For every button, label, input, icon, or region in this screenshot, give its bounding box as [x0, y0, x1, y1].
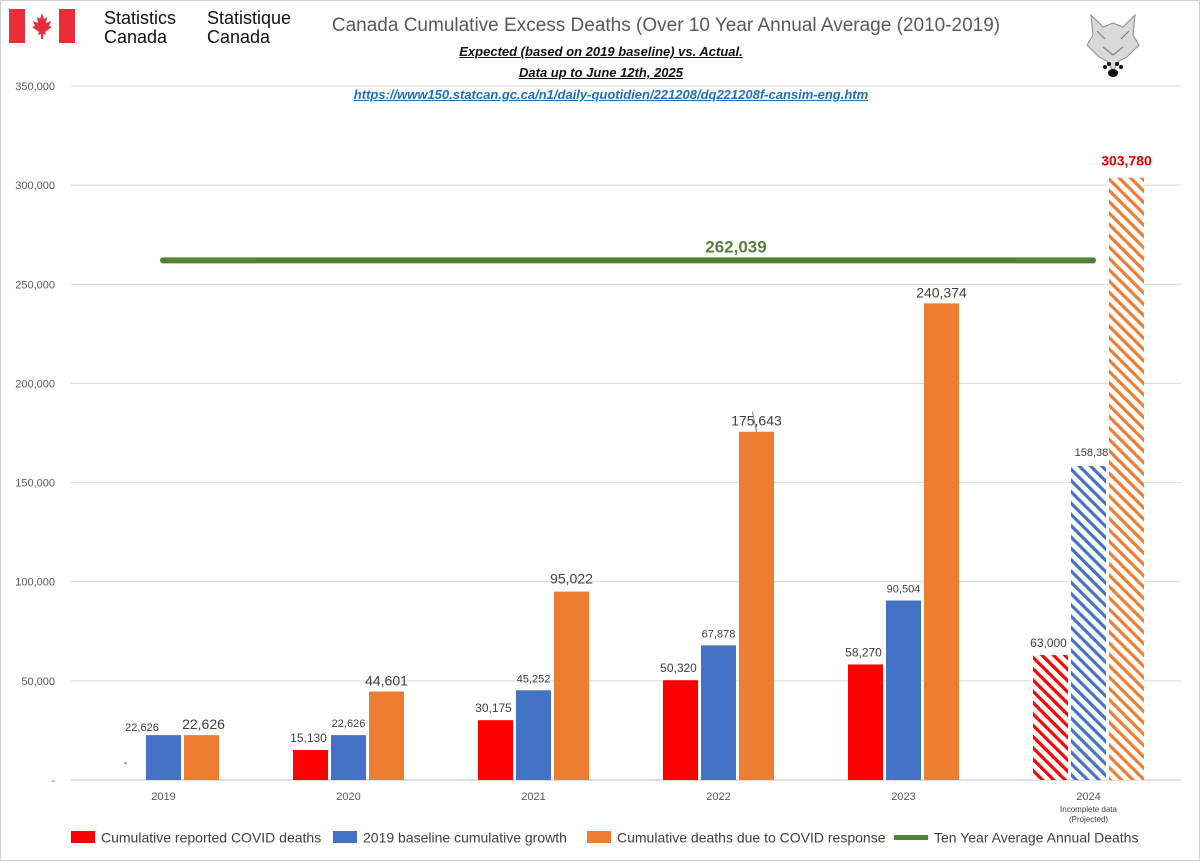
data-label-2020-series-0: 15,130 [290, 731, 327, 745]
x-tick-label: 2022 [706, 791, 730, 803]
x-tick-label: 2021 [521, 791, 545, 803]
reference-line-label: 262,039 [705, 237, 766, 256]
legend-swatch-covid [71, 831, 95, 844]
data-label-2019-series-1: 22,626 [125, 722, 159, 734]
canada-flag-icon [9, 9, 75, 43]
data-label-2023-series-2: 240,374 [916, 284, 967, 300]
chart-subtitle-1: Expected (based on 2019 baseline) vs. Ac… [459, 44, 743, 59]
bar-2023-series-2 [924, 303, 959, 780]
x-tick-label: 2023 [891, 791, 915, 803]
logo-en-line1: Statistics [104, 8, 177, 28]
bar-2020-series-2 [369, 691, 404, 780]
legend-swatch-average [894, 834, 928, 840]
x-tick-note: (Projected) [1069, 815, 1108, 824]
data-label-2019-series-2: 22,626 [182, 716, 225, 732]
data-label-2024-series-0: 63,000 [1030, 636, 1067, 650]
x-tick-label: 2019 [151, 791, 175, 803]
data-label-2022-series-1: 67,878 [702, 628, 736, 640]
bar-2023-series-0 [848, 664, 883, 780]
y-tick-label: 350,000 [15, 81, 55, 93]
logo-text-english: Statistics Canada [104, 9, 176, 47]
data-label-2022-series-0: 50,320 [660, 661, 697, 675]
legend-swatch-baseline [333, 831, 357, 844]
bar-2021-series-2 [554, 591, 589, 780]
bar-2023-series-1 [886, 600, 921, 780]
y-tick-label: 250,000 [15, 279, 55, 291]
bar-2021-series-1 [516, 690, 551, 780]
y-tick-label: 150,000 [15, 478, 55, 490]
data-label-2021-series-2: 95,022 [550, 571, 593, 587]
chart-legend: Cumulative reported COVID deaths 2019 ba… [71, 828, 1171, 850]
logo-en-line2: Canada [104, 27, 168, 47]
data-label-2024-series-1: 158,382 [1075, 447, 1115, 459]
wolf-head-paw-icon [1086, 13, 1140, 77]
legend-item-baseline: 2019 baseline cumulative growth [333, 828, 567, 845]
bar-2019-series-1 [146, 735, 181, 780]
data-label-2019-series-0: - [124, 757, 128, 769]
logo-fr-line2: Canada [207, 27, 271, 47]
bar-2019-series-2 [184, 735, 219, 780]
statistics-canada-logo: Statistics Canada Statistique Canada [9, 9, 309, 49]
bar-2020-series-1 [331, 735, 366, 780]
bar-2022-series-1 [701, 645, 736, 780]
data-label-2023-series-0: 58,270 [845, 645, 882, 659]
x-tick-note: Incomplete data [1060, 805, 1117, 814]
x-tick-label: 2024 [1076, 791, 1100, 803]
x-tick-label: 2020 [336, 791, 360, 803]
bar-2022-series-0 [663, 680, 698, 780]
leader-line [752, 411, 757, 432]
maple-leaf-icon [32, 13, 52, 39]
bar-2024-series-1 [1071, 465, 1106, 780]
data-label-2021-series-0: 30,175 [475, 701, 512, 715]
data-label-2020-series-2: 44,601 [365, 673, 408, 689]
logo-fr-line1: Statistique [207, 8, 292, 28]
legend-label-baseline: 2019 baseline cumulative growth [363, 829, 567, 846]
legend-label-average: Ten Year Average Annual Deaths [934, 829, 1139, 846]
legend-item-average: Ten Year Average Annual Deaths [894, 828, 1138, 845]
y-tick-label: 50,000 [21, 676, 55, 688]
source-link[interactable]: https://www150.statcan.gc.ca/n1/daily-qu… [353, 87, 869, 102]
data-label-2024-series-2: 303,780 [1101, 153, 1152, 169]
bar-2020-series-0 [293, 749, 328, 780]
chart-title: Canada Cumulative Excess Deaths (Over 10… [331, 15, 1001, 36]
legend-item-response: Cumulative deaths due to COVID response [587, 828, 885, 845]
y-tick-label: 300,000 [15, 180, 55, 192]
bar-2024-series-2 [1109, 177, 1144, 781]
logo-text-french: Statistique Canada [207, 9, 291, 47]
bar-2022-series-2 [739, 431, 774, 780]
data-label-2023-series-1: 90,504 [887, 584, 921, 596]
y-tick-label: 100,000 [15, 577, 55, 589]
data-label-2020-series-1: 22,626 [332, 718, 366, 730]
legend-label-covid: Cumulative reported COVID deaths [101, 829, 322, 846]
data-label-2021-series-1: 45,252 [517, 673, 551, 685]
y-tick-label: 200,000 [15, 378, 55, 390]
bar-2024-series-0 [1033, 655, 1068, 780]
chart-subtitle-2: Data up to June 12th, 2025 [519, 65, 683, 80]
y-tick-label: - [51, 775, 55, 787]
bar-2021-series-0 [478, 720, 513, 780]
data-label-2022-series-2: 175,643 [731, 413, 782, 429]
legend-item-covid: Cumulative reported COVID deaths [71, 828, 321, 845]
legend-label-response: Cumulative deaths due to COVID response [617, 829, 886, 846]
legend-swatch-response [587, 831, 611, 844]
